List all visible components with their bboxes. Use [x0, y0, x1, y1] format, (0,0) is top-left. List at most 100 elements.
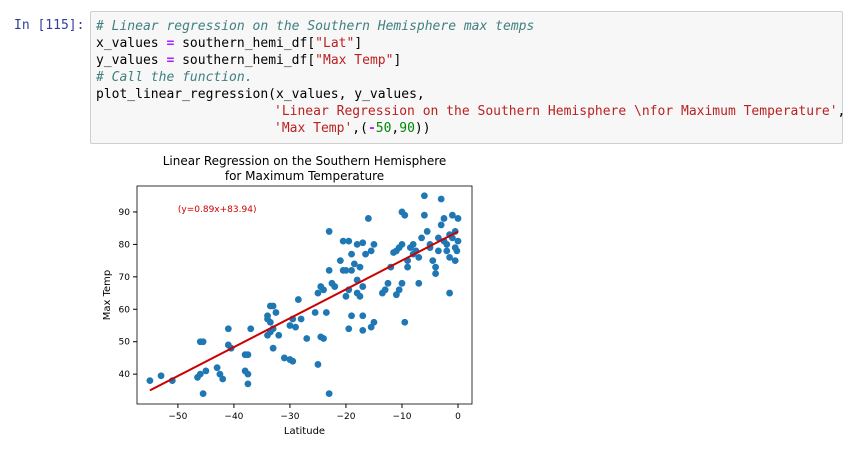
point [213, 364, 221, 372]
code-token: y_values [96, 53, 167, 68]
point [370, 318, 378, 326]
point [420, 211, 428, 219]
point [348, 266, 355, 274]
code-token: 'Linear Regression on the Southern Hemis… [274, 104, 838, 119]
code-line: # Linear regression on the Southern Hemi… [96, 18, 842, 35]
point [356, 292, 364, 300]
code-token: 'Max Temp' [274, 121, 353, 136]
point [359, 239, 367, 247]
fit-annotation: (y=0.89x+83.94) [178, 205, 257, 215]
point [219, 375, 227, 383]
x-tick-label: −40 [224, 412, 243, 422]
code-line: x_values = southern_hemi_df["Lat"] [96, 35, 842, 52]
point [336, 257, 344, 265]
code-token: "Max Temp" [315, 53, 394, 68]
point [401, 211, 409, 219]
x-tick-label: −50 [168, 412, 187, 422]
point [202, 367, 210, 375]
point [437, 195, 445, 203]
point [314, 289, 322, 297]
point [453, 247, 461, 255]
point [359, 326, 367, 334]
point [359, 283, 367, 290]
cell-prompt: In [115]: [14, 18, 85, 33]
point [342, 292, 350, 300]
point [325, 266, 333, 274]
point [157, 372, 165, 380]
code-token: x_values [96, 36, 167, 51]
point [146, 377, 154, 385]
point [269, 344, 277, 352]
y-tick-label: 80 [119, 240, 131, 250]
point [339, 237, 347, 245]
code-cell[interactable]: # Linear regression on the Southern Hemi… [90, 11, 845, 144]
point [272, 309, 280, 316]
point [292, 323, 299, 331]
point [434, 234, 442, 242]
code-token: ] [354, 36, 363, 51]
point [342, 266, 350, 274]
point [454, 215, 462, 222]
point [244, 351, 252, 359]
point [345, 325, 353, 333]
point [320, 335, 327, 342]
point [443, 247, 451, 255]
point [446, 253, 453, 261]
code-token: southern_hemi_df[ [174, 36, 316, 51]
point [404, 263, 411, 271]
y-tick-label: 40 [119, 370, 131, 380]
code-token: "Lat" [315, 36, 355, 51]
regression-line [149, 230, 459, 392]
point [286, 322, 294, 329]
code-token: , [837, 104, 846, 119]
chart-title: for Maximum Temperature [225, 169, 384, 183]
point [440, 215, 448, 222]
point [364, 215, 372, 222]
point [275, 331, 283, 339]
point [247, 325, 255, 333]
y-tick-label: 60 [119, 305, 131, 315]
code-token: 50 [375, 121, 392, 136]
point [224, 325, 232, 333]
point [437, 221, 445, 229]
point [314, 361, 322, 368]
code-line: 'Linear Regression on the Southern Hemis… [96, 103, 845, 120]
point [348, 250, 355, 258]
point [350, 260, 358, 268]
code-line: y_values = southern_hemi_df["Max Temp"] [96, 52, 842, 69]
point [269, 302, 277, 310]
code-token: ] [393, 53, 402, 68]
point [325, 228, 333, 235]
x-axis-label: Latitude [284, 426, 325, 437]
code-token: )) [414, 121, 431, 136]
code-token: = [166, 36, 175, 51]
point [359, 312, 367, 320]
y-tick-label: 50 [119, 338, 131, 348]
y-tick-label: 90 [119, 208, 131, 218]
y-tick-label: 70 [119, 273, 131, 283]
point [409, 240, 417, 248]
point [353, 240, 361, 248]
point [244, 380, 252, 388]
point [297, 315, 305, 323]
point [443, 240, 451, 248]
point [328, 279, 336, 287]
code-token: # Linear regression on the Southern Hemi… [96, 19, 535, 34]
point [418, 234, 425, 242]
y-axis-label: Max Temp [102, 270, 113, 321]
code-line: 'Max Temp',(-50,90)) [96, 120, 842, 137]
point [325, 390, 333, 398]
point [415, 253, 423, 261]
point [348, 312, 355, 320]
code-token: # Call the function. [96, 70, 253, 85]
point [264, 315, 271, 323]
point [398, 240, 406, 248]
code-token: - [367, 121, 376, 136]
plot-frame [136, 185, 473, 405]
point [370, 240, 378, 248]
point [356, 263, 364, 271]
code-line: # Call the function. [96, 69, 842, 86]
point [244, 370, 252, 378]
